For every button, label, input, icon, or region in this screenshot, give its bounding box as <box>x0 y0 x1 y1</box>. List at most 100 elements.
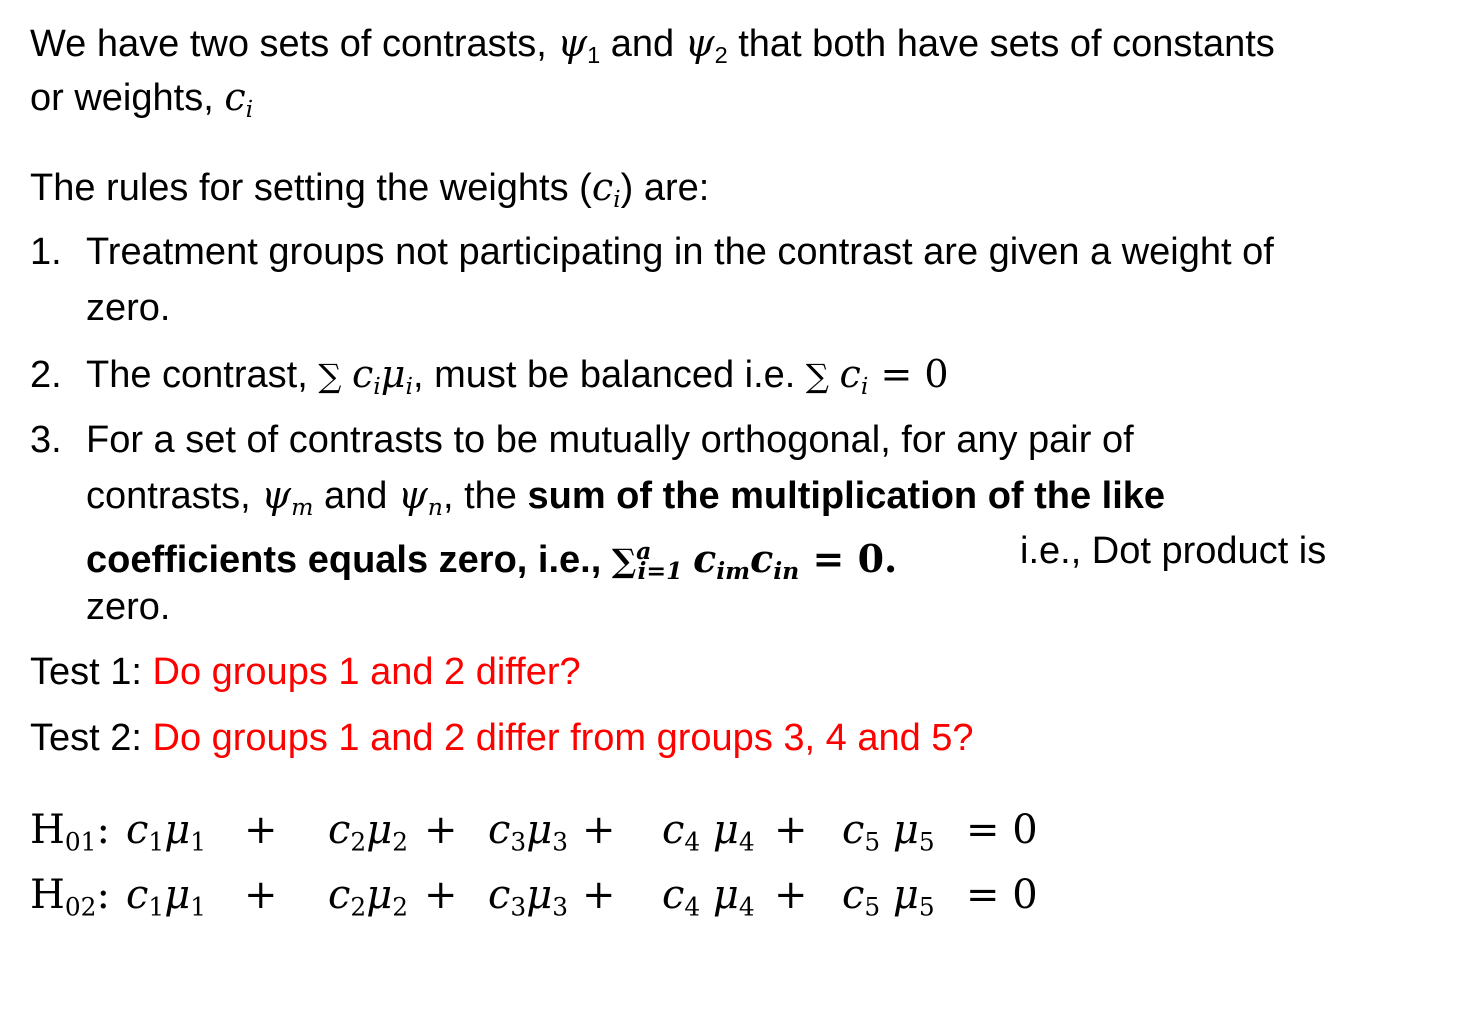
rule-1-number: 1. <box>30 231 62 273</box>
op-2: + <box>424 872 458 918</box>
rule-3-number: 3. <box>30 419 62 461</box>
psi-2-subscript: 2 <box>714 42 728 69</box>
hypothesis-01-label: H01: <box>30 806 110 866</box>
mu-subscript: 4 <box>738 892 755 922</box>
c-symbol: c <box>842 872 865 918</box>
test-2-label: Test 2: <box>30 717 153 759</box>
term-c3-mu3: c3μ3 <box>488 871 568 931</box>
h-subscript: 01 <box>64 827 97 857</box>
psi-n-symbol: ψ <box>397 473 428 517</box>
c-i-symbol: c <box>224 75 246 119</box>
h-colon: : <box>96 872 110 918</box>
mu-symbol: μ <box>712 807 739 853</box>
rule-3-bold-text-continued: coefficients equals zero, i.e., <box>86 538 612 581</box>
c-symbol: c <box>328 807 351 853</box>
h-symbol: H <box>30 872 65 918</box>
c-i-subscript: i <box>245 95 254 124</box>
mu-symbol: μ <box>366 807 393 853</box>
sum-symbol-3: ∑ <box>611 541 637 580</box>
c-subscript: 1 <box>148 892 165 922</box>
intro-text-continued: that both have sets of constants <box>727 23 1275 65</box>
op-4: + <box>774 872 808 918</box>
psi-n-subscript: n <box>427 493 443 522</box>
psi-1-symbol: ψ <box>557 21 588 65</box>
psi-m-symbol: ψ <box>261 473 292 517</box>
rule-2-mu-subscript: i <box>405 372 414 401</box>
mu-symbol: μ <box>712 872 739 918</box>
rule-2-number: 2. <box>30 354 62 396</box>
sum-symbol: ∑ <box>318 357 342 395</box>
mu-symbol: μ <box>892 807 919 853</box>
c-symbol: c <box>662 807 685 853</box>
rule-3-bold-text: sum of the multiplication of the like <box>527 475 1166 517</box>
rules-heading-text: The rules for setting the weights ( <box>30 167 592 209</box>
rule-3-and: and <box>313 475 398 517</box>
rules-heading: The rules for setting the weights (ci) a… <box>30 164 709 222</box>
c-symbol: c <box>842 807 865 853</box>
rule-1-line-1: 1. Treatment groups not participating in … <box>30 229 1274 275</box>
hypothesis-02-label: H02: <box>30 871 110 931</box>
h-subscript: 02 <box>64 892 97 922</box>
c-subscript: 4 <box>684 892 701 922</box>
mu-symbol: μ <box>892 872 919 918</box>
c-subscript: 4 <box>684 827 701 857</box>
rule-3-contrasts-text: contrasts, <box>86 475 262 517</box>
c-im-subscript: im <box>716 557 751 586</box>
c-subscript: 3 <box>510 827 527 857</box>
rule-3-text: For a set of contrasts to be mutually or… <box>86 419 1134 461</box>
h-symbol: H <box>30 807 65 853</box>
rule-2-c2-subscript: i <box>860 372 869 401</box>
test-1: Test 1: Do groups 1 and 2 differ? <box>30 649 581 695</box>
rule-2-mu: μ <box>380 352 406 396</box>
rules-heading-c-subscript: i <box>613 185 621 214</box>
term-c4-mu4: c4 μ4 <box>662 871 755 931</box>
rule-3-text-end: zero. <box>86 586 171 628</box>
rule-1-text: Treatment groups not participating in th… <box>86 231 1274 273</box>
h-colon: : <box>96 807 110 853</box>
mu-subscript: 2 <box>392 892 408 922</box>
rule-3-line-2: contrasts, ψm and ψn, the sum of the mul… <box>86 472 1165 530</box>
op-3: + <box>582 807 616 853</box>
c-subscript: 1 <box>148 827 165 857</box>
mu-symbol: μ <box>164 807 191 853</box>
op-3: + <box>582 872 616 918</box>
term-c4-mu4: c4 μ4 <box>662 806 755 866</box>
mu-subscript: 1 <box>190 892 206 922</box>
op-4: + <box>774 807 808 853</box>
mu-subscript: 5 <box>918 892 935 922</box>
term-c5-mu5: c5 μ5 <box>842 871 935 931</box>
term-c2-mu2: c2μ2 <box>328 871 408 931</box>
c-im-symbol: c <box>693 535 717 581</box>
intro-text: We have two sets of contrasts, <box>30 23 558 65</box>
c-in-symbol: c <box>750 535 774 581</box>
mu-symbol: μ <box>164 872 191 918</box>
c-symbol: c <box>126 872 149 918</box>
mu-subscript: 2 <box>392 827 408 857</box>
equals-zero: = 0 <box>966 872 1038 918</box>
c-subscript: 3 <box>510 892 527 922</box>
hypothesis-02: H02: c1μ1 + c2μ2 + c3μ3 + c4 μ4 + c5 μ5 … <box>30 871 1130 922</box>
psi-m-subscript: m <box>291 493 314 522</box>
rule-2-text-continued: , must be balanced i.e. <box>413 354 806 396</box>
term-c5-mu5: c5 μ5 <box>842 806 935 866</box>
c-subscript: 5 <box>864 827 881 857</box>
psi-1-subscript: 1 <box>587 42 601 69</box>
c-symbol: c <box>328 872 351 918</box>
rule-2-c-subscript: i <box>373 372 381 401</box>
mu-symbol: μ <box>366 872 393 918</box>
intro-weights-text: or weights, <box>30 77 225 119</box>
test-1-label: Test 1: <box>30 651 153 693</box>
mu-subscript: 3 <box>552 892 568 922</box>
rule-2-c: c <box>351 352 374 396</box>
rule-3-dot-product: i.e., Dot product is <box>1020 528 1326 574</box>
sum-lower-limit: i=1 <box>637 557 683 586</box>
intro-and: and <box>600 23 685 65</box>
hypothesis-01: H01: c1μ1 + c2μ2 + c3μ3 + c4 μ4 + c5 μ5 … <box>30 806 1130 857</box>
term-c2-mu2: c2μ2 <box>328 806 408 866</box>
rule-3-the: , the <box>442 475 528 517</box>
rule-2-equals-zero: = 0 <box>868 352 949 396</box>
equals-zero: = 0 <box>966 807 1038 853</box>
rules-heading-text-end: ) are: <box>620 167 710 209</box>
rule-3-line-3: coefficients equals zero, i.e., ∑ai=1 ci… <box>86 528 897 594</box>
